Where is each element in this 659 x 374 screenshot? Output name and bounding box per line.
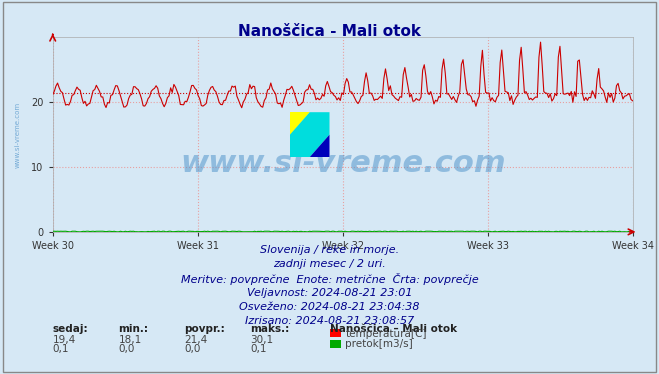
Text: Veljavnost: 2024-08-21 23:01: Veljavnost: 2024-08-21 23:01 <box>246 288 413 298</box>
Text: Izrisano: 2024-08-21 23:08:57: Izrisano: 2024-08-21 23:08:57 <box>245 316 414 326</box>
Text: www.si-vreme.com: www.si-vreme.com <box>180 149 505 178</box>
Text: 0,0: 0,0 <box>185 344 201 354</box>
Text: 19,4: 19,4 <box>53 335 76 345</box>
Text: Osveženo: 2024-08-21 23:04:38: Osveženo: 2024-08-21 23:04:38 <box>239 302 420 312</box>
Text: temperatura[C]: temperatura[C] <box>345 329 427 339</box>
Text: www.si-vreme.com: www.si-vreme.com <box>15 102 21 168</box>
Text: pretok[m3/s]: pretok[m3/s] <box>345 340 413 349</box>
Text: sedaj:: sedaj: <box>53 324 88 334</box>
Polygon shape <box>290 135 330 157</box>
Text: 18,1: 18,1 <box>119 335 142 345</box>
Text: 0,1: 0,1 <box>250 344 267 354</box>
Text: Nanoščica - Mali otok: Nanoščica - Mali otok <box>238 24 421 39</box>
Text: 30,1: 30,1 <box>250 335 273 345</box>
Text: 21,4: 21,4 <box>185 335 208 345</box>
Text: Slovenija / reke in morje.: Slovenija / reke in morje. <box>260 245 399 255</box>
Text: maks.:: maks.: <box>250 324 290 334</box>
Polygon shape <box>290 112 330 157</box>
Text: povpr.:: povpr.: <box>185 324 225 334</box>
Text: 0,1: 0,1 <box>53 344 69 354</box>
Polygon shape <box>290 112 310 135</box>
Text: 0,0: 0,0 <box>119 344 135 354</box>
Text: zadnji mesec / 2 uri.: zadnji mesec / 2 uri. <box>273 259 386 269</box>
Text: Nanoščica – Mali otok: Nanoščica – Mali otok <box>330 324 457 334</box>
Text: min.:: min.: <box>119 324 149 334</box>
Text: Meritve: povprečne  Enote: metrične  Črta: povprečje: Meritve: povprečne Enote: metrične Črta:… <box>181 273 478 285</box>
